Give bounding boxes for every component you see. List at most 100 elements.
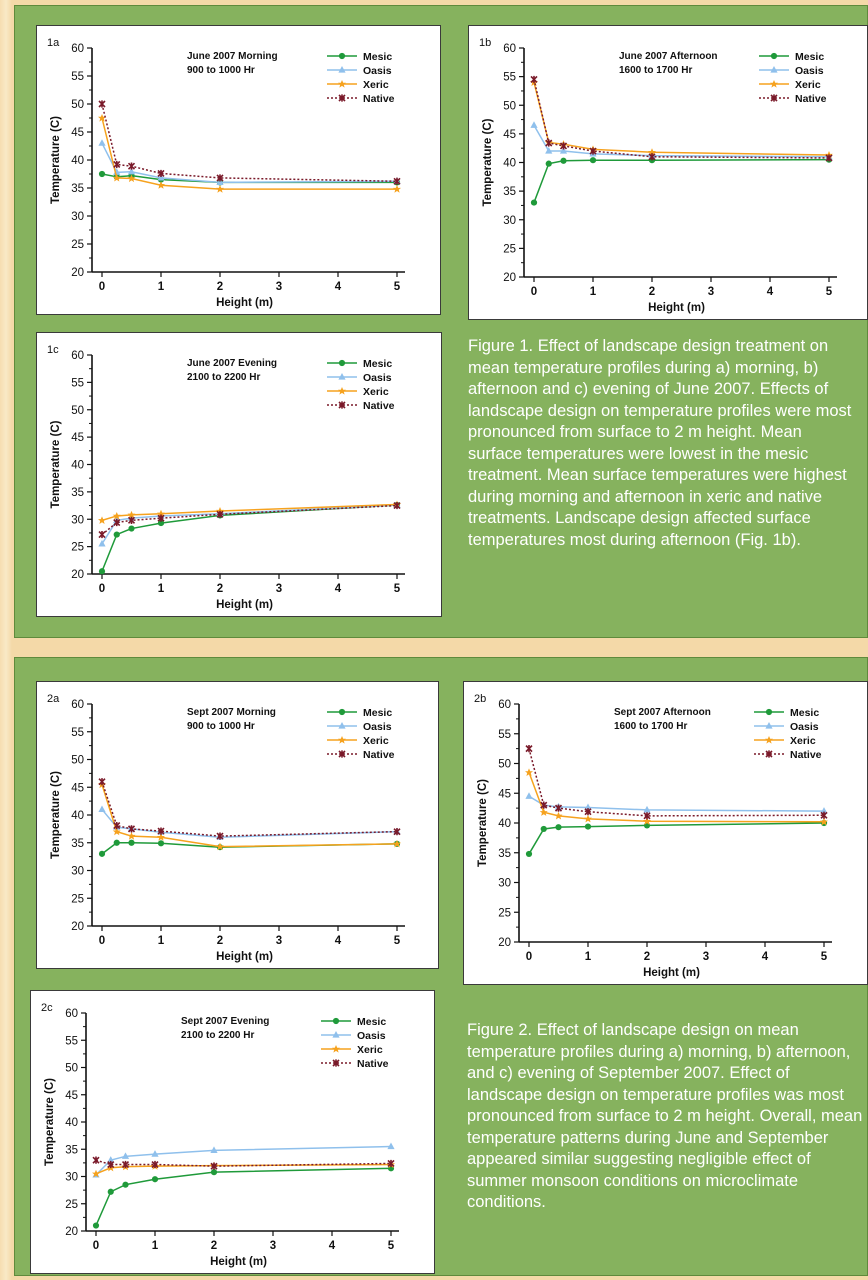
legend-label-native: Native [790, 749, 822, 761]
data-point-mesic [98, 568, 106, 575]
x-tick-label: 0 [531, 286, 537, 298]
legend-label-oasis: Oasis [363, 65, 392, 77]
data-point-mesic [157, 840, 165, 847]
y-axis-label: Temperature (C) [44, 1078, 56, 1166]
x-tick-label: 3 [276, 281, 282, 293]
x-tick-label: 2 [217, 583, 223, 595]
y-tick-label: 35 [498, 848, 511, 860]
data-point-mesic [107, 1188, 114, 1195]
x-tick-label: 2 [644, 951, 650, 963]
data-point-native [525, 745, 533, 753]
x-axis-label: Height (m) [643, 967, 700, 979]
data-point-xeric [525, 768, 533, 777]
y-tick-label: 25 [71, 893, 84, 905]
legend-label-native: Native [795, 93, 827, 105]
y-tick-label: 30 [503, 215, 516, 227]
chart-1a: 1a 60 55 50 45 40 35 30 25 20 0 1 2 3 4 5 Height (m) Temp… [36, 25, 441, 315]
y-tick-label: 60 [71, 350, 84, 362]
data-point-native [121, 1160, 130, 1169]
chart-title: Sept 2007 Morning [187, 707, 276, 718]
y-tick-label: 55 [65, 1035, 78, 1047]
y-tick-label: 40 [71, 155, 84, 167]
x-tick-label: 1 [590, 286, 597, 298]
data-point-oasis [820, 807, 828, 814]
x-axis-label: Height (m) [210, 1256, 267, 1268]
y-axis-label: Temperature (C) [50, 116, 62, 204]
x-axis-label: Height (m) [216, 599, 273, 611]
series-line-native [95, 1159, 392, 1167]
x-tick-label: 4 [335, 583, 342, 595]
data-point-xeric [554, 811, 563, 820]
legend-marker-mesic [770, 52, 778, 60]
legend-label-xeric: Xeric [363, 79, 389, 91]
y-tick-label: 50 [71, 99, 84, 111]
series-line-native [101, 504, 398, 536]
data-point-oasis [584, 803, 592, 811]
legend-label-native: Native [363, 93, 395, 105]
series-line-oasis [533, 124, 830, 158]
y-tick-label: 45 [71, 127, 84, 139]
series-line-native [101, 781, 398, 837]
series-line-oasis [101, 504, 398, 545]
data-point-xeric [112, 173, 121, 182]
data-point-native [127, 162, 136, 170]
data-point-oasis [121, 1152, 130, 1159]
chart-subtitle: 1600 to 1700 Hr [614, 721, 687, 732]
data-point-mesic [540, 825, 547, 833]
data-point-xeric [112, 827, 121, 836]
data-point-native [157, 514, 165, 522]
data-point-xeric [216, 842, 224, 851]
data-point-xeric [112, 511, 121, 520]
legend-marker-mesic [338, 708, 346, 716]
legend-label-mesic: Mesic [363, 358, 392, 370]
x-tick-label: 1 [585, 951, 592, 963]
y-tick-label: 20 [71, 921, 84, 933]
data-point-mesic [113, 531, 120, 538]
x-tick-label: 0 [93, 1240, 99, 1252]
series-line-xeric [101, 503, 398, 522]
y-tick-label: 40 [498, 818, 511, 830]
series-line-oasis [101, 142, 398, 184]
legend-label-native: Native [363, 400, 395, 412]
data-point-native [559, 142, 568, 150]
y-tick-label: 55 [503, 72, 516, 84]
data-point-native [643, 812, 651, 820]
data-point-native [157, 827, 165, 835]
legend-label-xeric: Xeric [357, 1044, 383, 1056]
y-tick-label: 25 [503, 243, 516, 255]
data-point-native [216, 832, 224, 840]
data-point-oasis [387, 1142, 395, 1150]
chart-subtitle: 900 to 1000 Hr [187, 721, 255, 732]
x-tick-label: 3 [708, 286, 714, 298]
data-point-native [393, 828, 401, 836]
chart-subtitle: 900 to 1000 Hr [187, 65, 255, 76]
y-tick-label: 20 [498, 937, 511, 949]
data-point-native [387, 1159, 395, 1168]
x-tick-label: 4 [335, 935, 342, 947]
x-tick-label: 2 [649, 286, 655, 298]
x-tick-label: 4 [762, 951, 769, 963]
x-tick-label: 5 [394, 935, 401, 947]
y-tick-label: 45 [71, 782, 84, 794]
legend-marker-mesic [332, 1017, 340, 1025]
y-tick-label: 35 [71, 487, 84, 499]
data-point-native [216, 174, 224, 182]
data-point-oasis [559, 147, 568, 154]
data-point-xeric [584, 814, 592, 823]
y-tick-label: 45 [503, 129, 516, 141]
legend-marker-oasis [770, 66, 778, 73]
data-point-native [216, 510, 224, 518]
data-point-mesic [530, 199, 538, 206]
series-line-mesic [533, 158, 830, 203]
series-line-native [528, 748, 825, 817]
x-tick-label: 2 [217, 281, 223, 293]
y-tick-label: 45 [71, 432, 84, 444]
legend-marker-native [338, 94, 346, 102]
data-point-native [648, 153, 656, 161]
series-line-oasis [528, 795, 825, 812]
legend-marker-native [770, 94, 778, 102]
data-point-mesic [122, 1181, 129, 1188]
y-tick-label: 20 [503, 272, 516, 284]
y-tick-label: 35 [71, 183, 84, 195]
